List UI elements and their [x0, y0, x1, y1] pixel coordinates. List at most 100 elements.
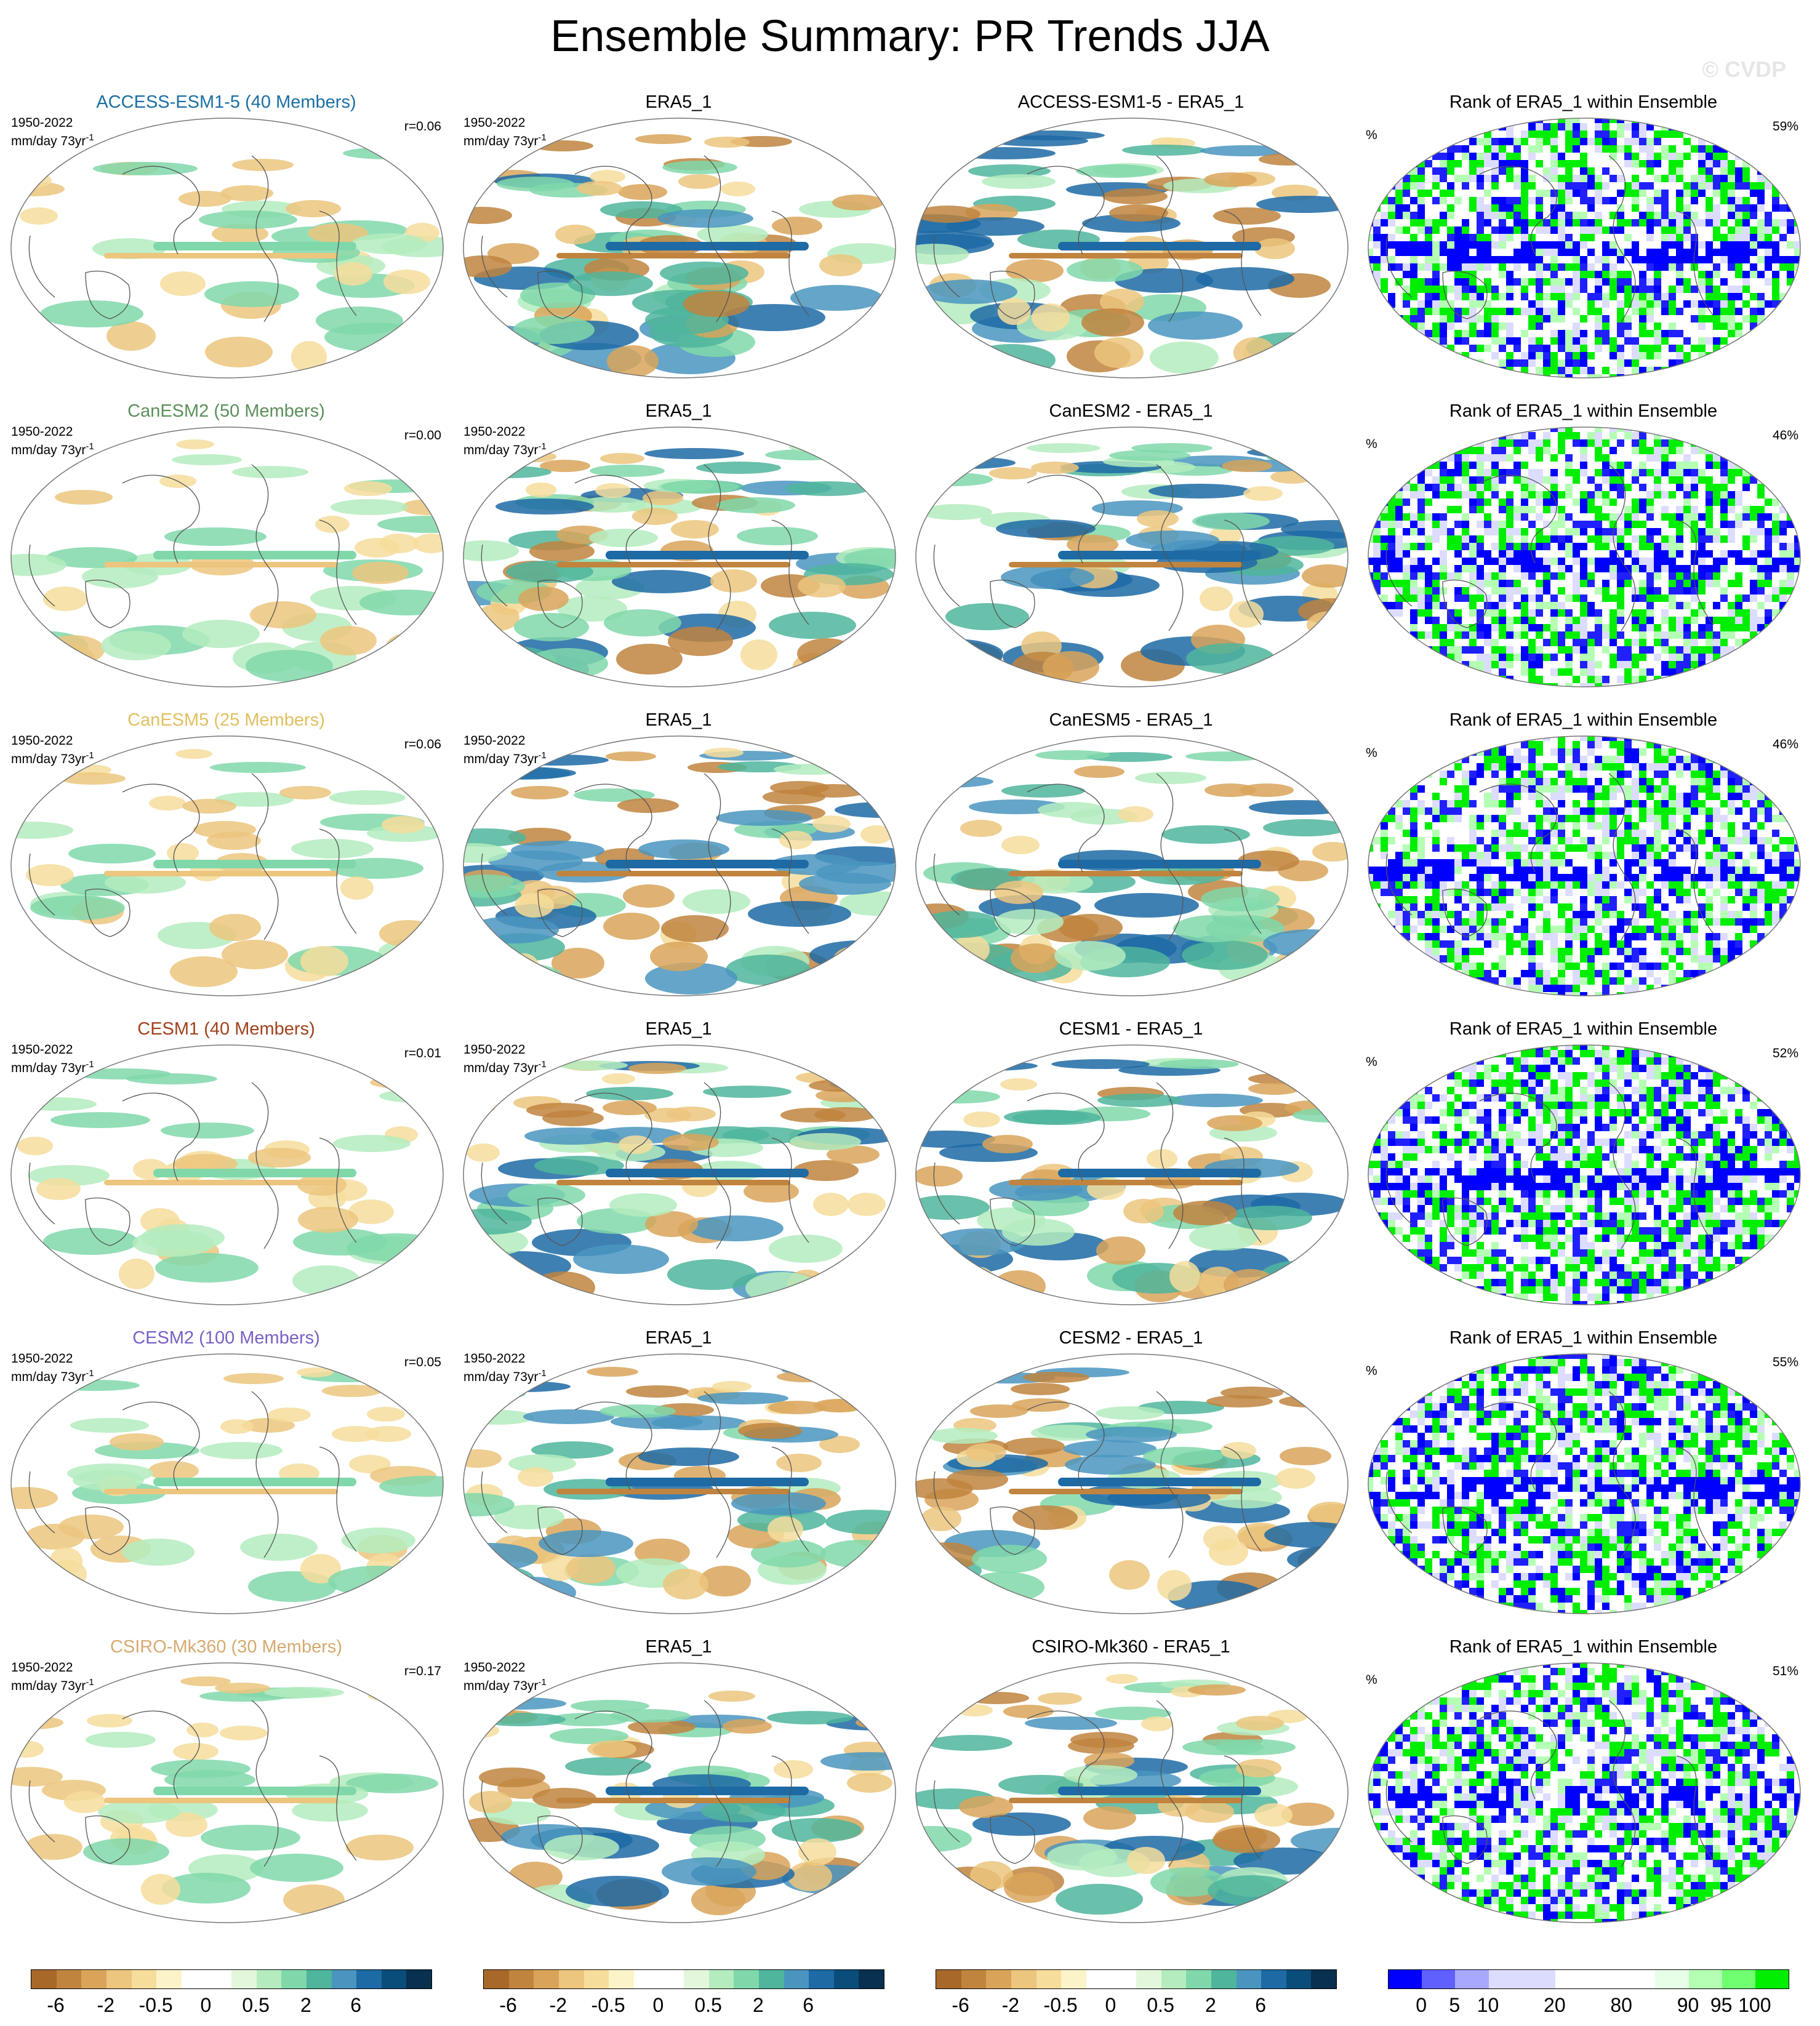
- percent-unit: %: [1366, 1055, 1377, 1069]
- colorbar-swatch: [936, 1970, 961, 1988]
- colorbar-swatch: [406, 1970, 431, 1988]
- units-text: mm/day 73yr: [463, 134, 539, 148]
- colorbar-swatch: [758, 1970, 784, 1988]
- colorbar-swatch: [381, 1970, 407, 1988]
- units-label: mm/day 73yr-1: [11, 1366, 94, 1385]
- colorbar-label: -2: [97, 1994, 115, 2016]
- units-exponent: -1: [86, 1677, 94, 1688]
- model-title: CSIRO-Mk360 (30 Members): [110, 1637, 343, 1657]
- rank-title: Rank of ERA5_1 within Ensemble: [1449, 401, 1718, 421]
- trend-map: [913, 425, 1350, 689]
- units-label: mm/day 73yr-1: [11, 130, 94, 149]
- colorbar-swatch: [659, 1970, 684, 1988]
- colorbar-swatch: [1722, 1970, 1755, 1988]
- obs-title: ERA5_1: [645, 92, 712, 112]
- colorbar-label: 10: [1477, 1994, 1499, 2016]
- units-text: mm/day 73yr: [463, 1679, 539, 1693]
- trend-map: [461, 734, 898, 998]
- colorbar-trend-1: [31, 1969, 432, 1989]
- units-exponent: -1: [538, 441, 547, 452]
- trend-map: [9, 1351, 446, 1616]
- colorbar-label: 100: [1738, 1994, 1771, 2016]
- panel-obs-row6: ERA5_1 1950-2022 mm/day 73yr-1: [452, 1636, 905, 1944]
- colorbar-label: 0.5: [694, 1994, 722, 2016]
- colorbar-swatch: [206, 1970, 231, 1988]
- colorbar-label: -0.5: [591, 1994, 625, 2016]
- trend-map: [461, 1043, 898, 1307]
- colorbar-label: 2: [300, 1994, 311, 2016]
- colorbar-swatch: [809, 1970, 834, 1988]
- diff-title: CanESM5 - ERA5_1: [1049, 710, 1213, 730]
- panel-model-row2: CanESM2 (50 Members) 1950-2022 mm/day 73yr…: [0, 400, 452, 708]
- obs-title: ERA5_1: [645, 1637, 712, 1657]
- colorbar-swatch: [833, 1970, 859, 1988]
- colorbar-label: -6: [499, 1994, 517, 2016]
- colorbar-label: -0.5: [1043, 1994, 1078, 2016]
- colorbar-swatch: [181, 1970, 207, 1988]
- panel-model-row6: CSIRO-Mk360 (30 Members) 1950-2022 mm/day …: [0, 1636, 452, 1944]
- panel-diff-row5: CESM2 - ERA5_1: [905, 1327, 1357, 1635]
- colorbar-swatch: [1236, 1970, 1262, 1988]
- rank-percent: 55%: [1772, 1355, 1798, 1369]
- obs-title: ERA5_1: [645, 401, 712, 421]
- trend-map: [9, 1043, 446, 1307]
- diff-title: CESM2 - ERA5_1: [1059, 1328, 1203, 1348]
- cvdp-watermark: © CVDP: [1702, 57, 1786, 82]
- rank-title: Rank of ERA5_1 within Ensemble: [1449, 1637, 1718, 1657]
- colorbar-label: -6: [47, 1994, 65, 2016]
- model-title: ACCESS-ESM1-5 (40 Members): [96, 92, 356, 112]
- trend-map: [913, 1660, 1350, 1925]
- colorbar-swatch: [1688, 1970, 1722, 1988]
- units-label: mm/day 73yr-1: [463, 1057, 547, 1076]
- rank-percent: 46%: [1772, 737, 1798, 751]
- panel-diff-row4: CESM1 - ERA5_1: [905, 1018, 1357, 1326]
- trend-map: [913, 1043, 1350, 1307]
- units-exponent: -1: [86, 1368, 94, 1379]
- trend-map: [9, 1660, 446, 1925]
- colorbar-label: 5: [1449, 1994, 1461, 2016]
- diff-title: CanESM2 - ERA5_1: [1049, 401, 1213, 421]
- colorbar-label: 0: [1416, 1994, 1427, 2016]
- rank-percent: 46%: [1772, 428, 1798, 442]
- pattern-correlation: r=0.06: [404, 119, 441, 134]
- units-text: mm/day 73yr: [11, 1061, 86, 1075]
- period-label: 1950-2022: [11, 1351, 73, 1366]
- trend-map: [9, 116, 446, 380]
- colorbar-swatch: [734, 1970, 759, 1988]
- colorbar-swatch: [356, 1970, 382, 1988]
- pattern-correlation: r=0.00: [404, 428, 441, 442]
- colorbar-rank-4: [1388, 1969, 1789, 1989]
- rank-map: [1366, 116, 1803, 380]
- period-label: 1950-2022: [11, 425, 73, 439]
- colorbar-label: 2: [1205, 1994, 1216, 2016]
- colorbar-swatch: [1389, 1970, 1422, 1988]
- units-label: mm/day 73yr-1: [11, 439, 94, 458]
- colorbar-swatch: [131, 1970, 157, 1988]
- colorbar-label: -2: [549, 1994, 567, 2016]
- colorbar-swatch: [609, 1970, 634, 1988]
- trend-map: [9, 734, 446, 998]
- colorbar-swatch: [31, 1970, 57, 1988]
- colorbar-label: 0: [200, 1994, 212, 2016]
- units-exponent: -1: [538, 1368, 547, 1379]
- colorbar-swatch: [281, 1970, 307, 1988]
- units-label: mm/day 73yr-1: [463, 130, 547, 149]
- panel-obs-row5: ERA5_1 1950-2022 mm/day 73yr-1: [452, 1327, 905, 1635]
- colorbar-swatch: [558, 1970, 584, 1988]
- rank-map: [1366, 1351, 1803, 1616]
- trend-map: [461, 1351, 898, 1616]
- units-text: mm/day 73yr: [11, 443, 86, 457]
- colorbar-swatch: [784, 1970, 809, 1988]
- period-label: 1950-2022: [463, 734, 526, 748]
- obs-title: ERA5_1: [645, 1019, 712, 1039]
- panel-diff-row1: ACCESS-ESM1-5 - ERA5_1: [905, 91, 1357, 399]
- trend-map: [461, 116, 898, 380]
- colorbar-swatch: [1555, 1970, 1589, 1988]
- units-label: mm/day 73yr-1: [463, 439, 547, 458]
- model-title: CanESM5 (25 Members): [127, 710, 325, 730]
- units-label: mm/day 73yr-1: [11, 1675, 94, 1694]
- panel-obs-row3: ERA5_1 1950-2022 mm/day 73yr-1: [452, 709, 905, 1017]
- colorbar-swatch: [986, 1970, 1011, 1988]
- colorbar-trend-3: [936, 1969, 1337, 1989]
- colorbar-swatch: [859, 1970, 884, 1988]
